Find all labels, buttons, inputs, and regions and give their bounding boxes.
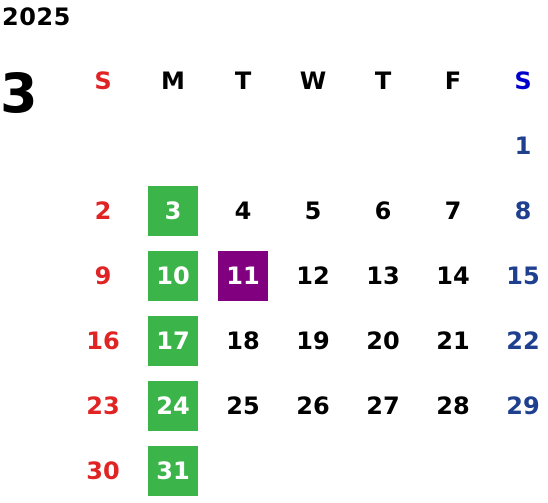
- day-cell-23[interactable]: 23: [68, 373, 138, 438]
- day-cell-24-highlighted[interactable]: 24: [138, 373, 208, 438]
- day-number: 28: [436, 391, 470, 420]
- day-cell-21[interactable]: 21: [418, 308, 488, 373]
- day-number: 16: [86, 326, 120, 355]
- day-number: 2: [94, 196, 112, 225]
- day-number: 5: [304, 196, 322, 225]
- day-number: 8: [514, 196, 532, 225]
- weekday-header-sunday: S: [94, 66, 112, 95]
- day-cell-8[interactable]: 8: [488, 178, 548, 243]
- day-cell-28[interactable]: 28: [418, 373, 488, 438]
- weekday-header-saturday: S: [514, 66, 532, 95]
- weekday-header-monday: M: [161, 66, 185, 95]
- day-cell-12[interactable]: 12: [278, 243, 348, 308]
- day-cell-29[interactable]: 29: [488, 373, 548, 438]
- day-number: 10: [148, 250, 198, 301]
- empty-cell: [348, 113, 418, 178]
- day-number: 25: [226, 391, 260, 420]
- day-cell-16[interactable]: 16: [68, 308, 138, 373]
- day-number: 12: [296, 261, 330, 290]
- weekday-header-friday: F: [444, 66, 462, 95]
- weekday-header-tuesday: T: [234, 66, 252, 95]
- day-cell-30[interactable]: 30: [68, 438, 138, 503]
- day-number: 3: [148, 185, 198, 236]
- empty-cell: [208, 113, 278, 178]
- empty-cell: [138, 113, 208, 178]
- empty-cell: [68, 113, 138, 178]
- day-cell-25[interactable]: 25: [208, 373, 278, 438]
- day-cell-18[interactable]: 18: [208, 308, 278, 373]
- empty-cell: [418, 113, 488, 178]
- day-number: 30: [86, 456, 120, 485]
- empty-cell: [278, 113, 348, 178]
- day-number: 6: [374, 196, 392, 225]
- day-number: 14: [436, 261, 470, 290]
- day-cell-10-highlighted[interactable]: 10: [138, 243, 208, 308]
- day-number: 4: [234, 196, 252, 225]
- day-cell-17-highlighted[interactable]: 17: [138, 308, 208, 373]
- year-label: 2025: [2, 3, 71, 31]
- weekday-header-thursday: T: [374, 66, 392, 95]
- day-cell-19[interactable]: 19: [278, 308, 348, 373]
- day-cell-11-selected[interactable]: 11: [208, 243, 278, 308]
- day-number: 20: [366, 326, 400, 355]
- day-number: 19: [296, 326, 330, 355]
- weekday-header-wednesday: W: [299, 66, 327, 95]
- day-cell-1[interactable]: 1: [488, 113, 548, 178]
- day-cell-9[interactable]: 9: [68, 243, 138, 308]
- day-cell-26[interactable]: 26: [278, 373, 348, 438]
- day-number: 11: [218, 250, 268, 301]
- calendar-grid: S M T W T F S 1 2 3 4 5 6 7 8 9 10 11 12 13 14 15 16 17 18 19 20 21…: [68, 48, 548, 503]
- day-cell-27[interactable]: 27: [348, 373, 418, 438]
- day-number: 18: [226, 326, 260, 355]
- day-number: 13: [366, 261, 400, 290]
- day-cell-6[interactable]: 6: [348, 178, 418, 243]
- day-number: 17: [148, 315, 198, 366]
- day-number: 9: [94, 261, 112, 290]
- day-number: 15: [506, 261, 540, 290]
- day-cell-13[interactable]: 13: [348, 243, 418, 308]
- day-number: 22: [506, 326, 540, 355]
- day-cell-22[interactable]: 22: [488, 308, 548, 373]
- day-cell-5[interactable]: 5: [278, 178, 348, 243]
- day-cell-20[interactable]: 20: [348, 308, 418, 373]
- day-number: 26: [296, 391, 330, 420]
- day-cell-4[interactable]: 4: [208, 178, 278, 243]
- day-number: 1: [514, 131, 532, 160]
- day-cell-15[interactable]: 15: [488, 243, 548, 308]
- day-cell-2[interactable]: 2: [68, 178, 138, 243]
- month-number: 3: [0, 62, 38, 125]
- day-cell-31-highlighted[interactable]: 31: [138, 438, 208, 503]
- day-number: 27: [366, 391, 400, 420]
- day-number: 31: [148, 445, 198, 496]
- day-cell-3-highlighted[interactable]: 3: [138, 178, 208, 243]
- day-cell-14[interactable]: 14: [418, 243, 488, 308]
- day-number: 7: [444, 196, 462, 225]
- day-number: 23: [86, 391, 120, 420]
- day-number: 24: [148, 380, 198, 431]
- day-number: 21: [436, 326, 470, 355]
- day-number: 29: [506, 391, 540, 420]
- day-cell-7[interactable]: 7: [418, 178, 488, 243]
